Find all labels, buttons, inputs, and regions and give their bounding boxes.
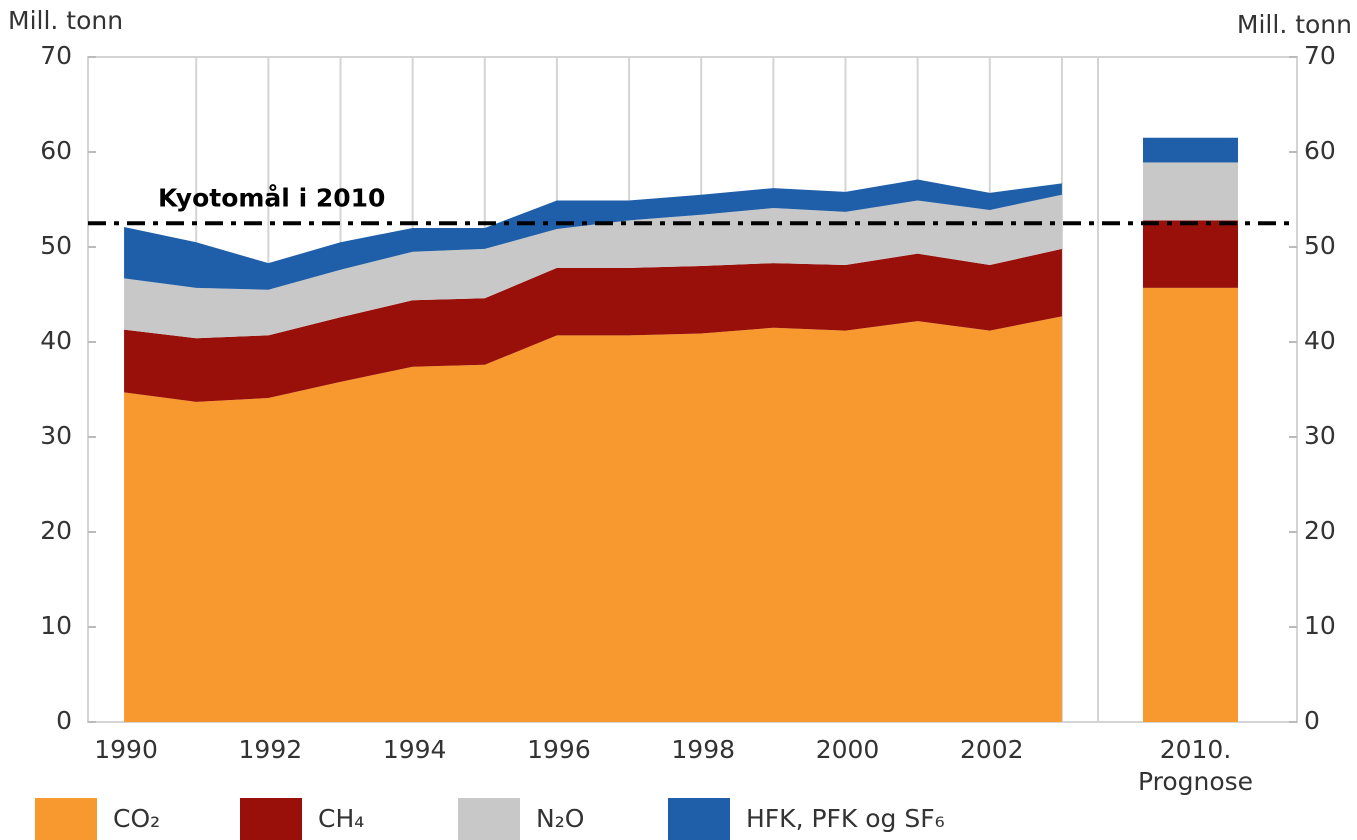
- forecast-bar-segment: [1143, 137, 1238, 163]
- x-tick-label: 2000: [816, 735, 880, 764]
- y2-tick-label: 30: [1304, 421, 1336, 450]
- y-tick-label: 50: [40, 231, 72, 260]
- area: [124, 179, 1062, 290]
- y2-tick-label: 10: [1304, 611, 1336, 640]
- forecast-bar-segment: [1143, 162, 1238, 221]
- legend-label: CH₄: [318, 804, 364, 833]
- x-tick-label: 1990: [94, 735, 158, 764]
- legend-swatch: [668, 798, 730, 840]
- legend-label: CO₂: [113, 804, 160, 833]
- legend-label: N₂O: [536, 804, 584, 833]
- x-tick-label: 1992: [239, 735, 303, 764]
- x-tick-label: 1998: [671, 735, 735, 764]
- legend-swatch: [35, 798, 97, 840]
- y-tick-label: 0: [56, 706, 72, 735]
- legend-label: HFK, PFK og SF₆: [746, 804, 945, 833]
- y2-tick-label: 60: [1304, 136, 1336, 165]
- x-tick-label: 1994: [383, 735, 447, 764]
- y-axis-label: Mill. tonn: [8, 6, 123, 35]
- forecast-bar-segment: [1143, 220, 1238, 288]
- x-tick-label: 1996: [527, 735, 591, 764]
- legend-swatch: [240, 798, 302, 840]
- y-tick-label: 20: [40, 516, 72, 545]
- x-tick-label: 2010.: [1160, 735, 1232, 764]
- y2-tick-label: 70: [1304, 41, 1336, 70]
- legend-swatch: [458, 798, 520, 840]
- y-tick-label: 40: [40, 326, 72, 355]
- y2-axis-label: Mill. tonn: [1237, 10, 1352, 39]
- y-tick-label: 10: [40, 611, 72, 640]
- y-tick-label: 70: [40, 41, 72, 70]
- area: [124, 316, 1062, 722]
- area: [124, 194, 1062, 339]
- y-tick-label: 30: [40, 421, 72, 450]
- y2-tick-label: 40: [1304, 326, 1336, 355]
- annotation: Kyotomål i 2010: [158, 183, 385, 212]
- x-tick-label: 2002: [960, 735, 1024, 764]
- y-tick-label: 60: [40, 136, 72, 165]
- area: [124, 248, 1062, 402]
- y2-tick-label: 0: [1304, 706, 1320, 735]
- x-tick-label: Prognose: [1138, 767, 1253, 796]
- y2-tick-label: 20: [1304, 516, 1336, 545]
- forecast-bar-segment: [1143, 287, 1238, 722]
- y2-tick-label: 50: [1304, 231, 1336, 260]
